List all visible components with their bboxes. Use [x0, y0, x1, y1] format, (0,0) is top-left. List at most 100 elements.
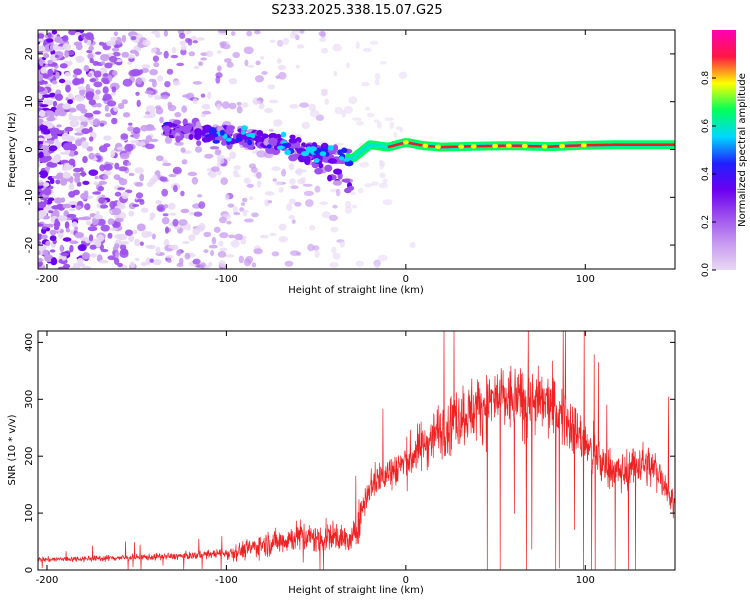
spectrogram-blob — [113, 106, 119, 112]
spectrogram-blob — [79, 88, 86, 96]
spectrogram-ridge-blob — [289, 134, 296, 140]
spectrogram-blob — [217, 157, 225, 164]
spectrogram-blob — [346, 62, 351, 69]
spectrogram-blob — [241, 102, 249, 108]
spectrogram-blob — [128, 172, 135, 177]
snr-x-tick-label: 0 — [403, 575, 409, 586]
spectrogram-blob — [92, 94, 100, 101]
spectrogram-bright-blob — [338, 156, 345, 161]
spectrogram-blob — [180, 190, 185, 197]
spectrogram-blob — [184, 252, 191, 260]
spectrogram-blob — [60, 252, 69, 257]
spectrogram-blob — [89, 136, 94, 142]
spectrogram-y-tick-label: -20 — [24, 237, 35, 253]
colorbar-scale — [712, 30, 736, 270]
spectrogram-blob — [295, 167, 303, 176]
spectrogram-blob — [360, 82, 370, 87]
spectrogram-blob — [132, 203, 140, 208]
spectrogram-blob — [100, 224, 110, 232]
spectrogram-ridge-blob — [173, 119, 181, 125]
spectrogram-blob — [48, 210, 53, 214]
spectrogram-blob — [135, 141, 146, 147]
spectrogram-blob — [38, 69, 41, 75]
spectrogram-blob — [232, 51, 240, 59]
spectrogram-blob — [109, 228, 118, 231]
spectrogram-peak-spot — [505, 143, 512, 148]
spectrogram-blob — [38, 109, 46, 117]
spectrogram-blob — [314, 185, 321, 193]
spectrogram-blob — [277, 64, 286, 71]
spectrogram-blob — [136, 223, 146, 232]
spectrogram-blob — [269, 39, 276, 43]
spectrogram-blob — [278, 71, 287, 80]
spectrogram-bright-blob — [266, 144, 272, 149]
spectrogram-ridge-blob — [301, 142, 307, 148]
spectrogram-blob — [81, 141, 89, 149]
spectrogram-blob — [379, 159, 383, 164]
spectrogram-blob — [213, 226, 221, 233]
snr-y-tick-label: 0 — [24, 567, 35, 573]
spectrogram-blob — [92, 191, 101, 195]
spectrogram-blob — [153, 62, 160, 68]
spectrogram-blob — [74, 78, 82, 85]
spectrogram-blob — [121, 51, 129, 58]
spectrogram-blob — [68, 191, 76, 198]
spectrogram-blob — [73, 167, 82, 173]
spectrogram-blob — [227, 203, 235, 208]
spectrogram-blob — [109, 200, 116, 209]
spectrogram-blob — [58, 110, 67, 117]
spectrogram-blob — [343, 105, 353, 114]
spectrogram-blob — [56, 124, 62, 128]
spectrogram-blob — [251, 212, 259, 218]
spectrogram-blob — [139, 241, 144, 246]
spectrogram-blob — [42, 151, 51, 157]
spectrogram-blob — [95, 51, 102, 55]
spectrogram-blob — [374, 72, 381, 81]
spectrogram-blob — [165, 255, 174, 259]
spectrogram-blob — [193, 211, 203, 217]
spectrogram-blob — [216, 50, 222, 54]
snr-y-axis-label: SNR (10 * v/v) — [7, 414, 18, 485]
spectrogram-blob — [268, 99, 279, 104]
snr-x-axis-label: Height of straight line (km) — [288, 585, 424, 596]
spectrogram-blob — [54, 54, 59, 58]
spectrogram-blob — [156, 204, 166, 213]
spectrogram-blob — [85, 93, 94, 101]
spectrogram-blob — [294, 201, 302, 207]
spectrogram-peak-spot — [559, 143, 565, 149]
spectrogram-blob — [111, 117, 118, 125]
spectrogram-blob — [38, 73, 44, 82]
spectrogram-blob — [155, 107, 164, 115]
spectrogram-blob — [145, 245, 154, 249]
spectrogram-bright-blob — [240, 130, 246, 135]
spectrogram-blob — [107, 100, 117, 107]
spectrogram-blob — [398, 71, 408, 80]
chart-title: S233.2025.338.15.07.G25 — [271, 3, 442, 18]
spectrogram-blob — [303, 190, 314, 197]
spectrogram-blob — [253, 248, 263, 255]
spectrogram-blob — [52, 43, 59, 51]
spectrogram-blob — [38, 137, 45, 142]
spectrogram-blob — [58, 259, 63, 264]
spectrogram-blob — [64, 150, 70, 155]
spectrogram-blob — [344, 206, 353, 214]
spectrogram-blob — [69, 119, 80, 128]
spectrogram-blob — [329, 261, 339, 268]
spectrogram-blob — [61, 132, 70, 141]
colorbar: 0.0 0.2 0.4 0.6 0.8 Normalized spectral ampl… — [701, 30, 748, 277]
spectrogram-blob — [182, 241, 190, 244]
spectrogram-blob — [174, 226, 181, 230]
spectrogram-blob — [82, 180, 90, 185]
spectrogram-blob — [52, 209, 60, 217]
spectrogram-blob — [103, 143, 111, 148]
spectrogram-blob — [169, 212, 176, 216]
spectrogram-blob — [80, 236, 90, 242]
spectrogram-blob — [38, 201, 47, 209]
spectrogram-blob — [114, 243, 120, 249]
spectrogram-blob — [218, 30, 227, 34]
spectrogram-bright-blob — [280, 131, 287, 138]
spectrogram-blob — [143, 115, 153, 119]
spectrogram-blob — [102, 73, 109, 77]
spectrogram-peak-spot — [541, 144, 548, 149]
